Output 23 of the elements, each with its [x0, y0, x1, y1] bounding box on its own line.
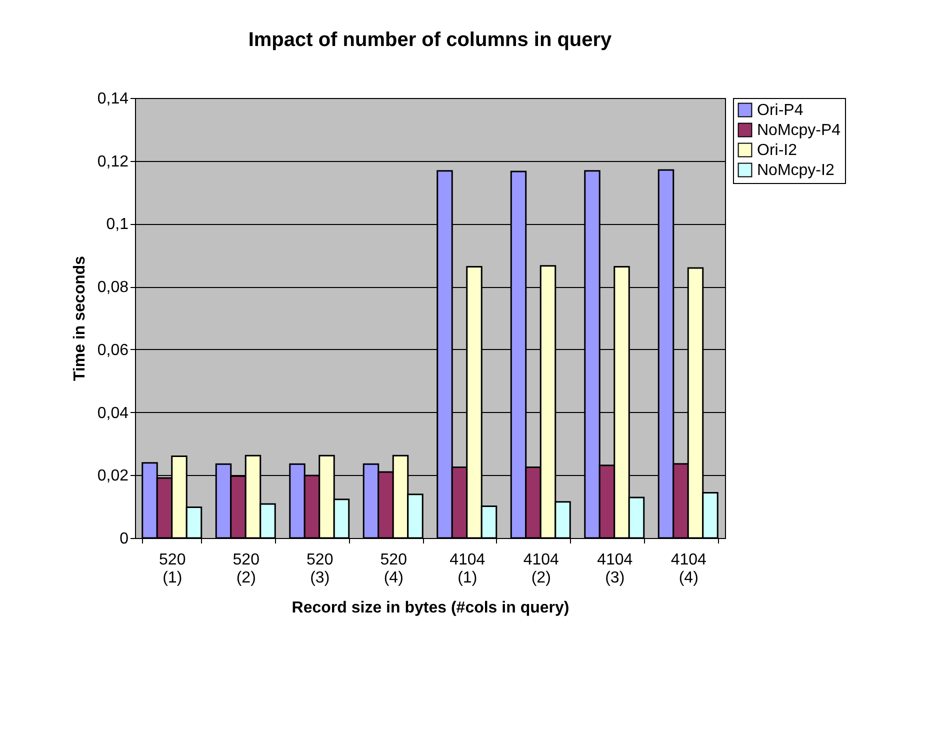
- y-tick-label: 0,12: [97, 153, 129, 170]
- legend-label: NoMcpy-P4: [757, 122, 841, 139]
- x-tick-label: 4104 (2): [523, 552, 560, 586]
- legend-label: Ori-P4: [757, 102, 804, 119]
- x-tick-label: 4104 (3): [597, 552, 633, 586]
- x-tick-label: 4104 (4): [670, 552, 707, 586]
- legend-label: NoMcpy-I2: [757, 162, 834, 179]
- y-tick-label: 0,04: [97, 404, 129, 422]
- legend-label: Ori-I2: [757, 142, 798, 159]
- y-axis-title: Time in seconds: [71, 256, 88, 382]
- y-tick-label: 0,02: [97, 468, 129, 485]
- x-tick-label: 4104 (1): [450, 552, 486, 586]
- x-tick-label: 520 (2): [232, 552, 260, 586]
- x-axis-title: Record size in bytes (#cols in query): [292, 600, 570, 616]
- x-tick-label: 520 (3): [306, 552, 334, 586]
- y-tick-label: 0,14: [97, 90, 129, 108]
- y-tick-label: 0,1: [106, 216, 129, 234]
- x-tick-label: 520 (1): [159, 552, 186, 586]
- y-tick-label: 0: [120, 530, 129, 548]
- y-tick-label: 0,08: [97, 279, 129, 296]
- chart-title: Impact of number of columns in query: [248, 29, 613, 51]
- y-tick-label: 0,06: [97, 342, 129, 359]
- x-tick-label: 520 (4): [380, 552, 408, 586]
